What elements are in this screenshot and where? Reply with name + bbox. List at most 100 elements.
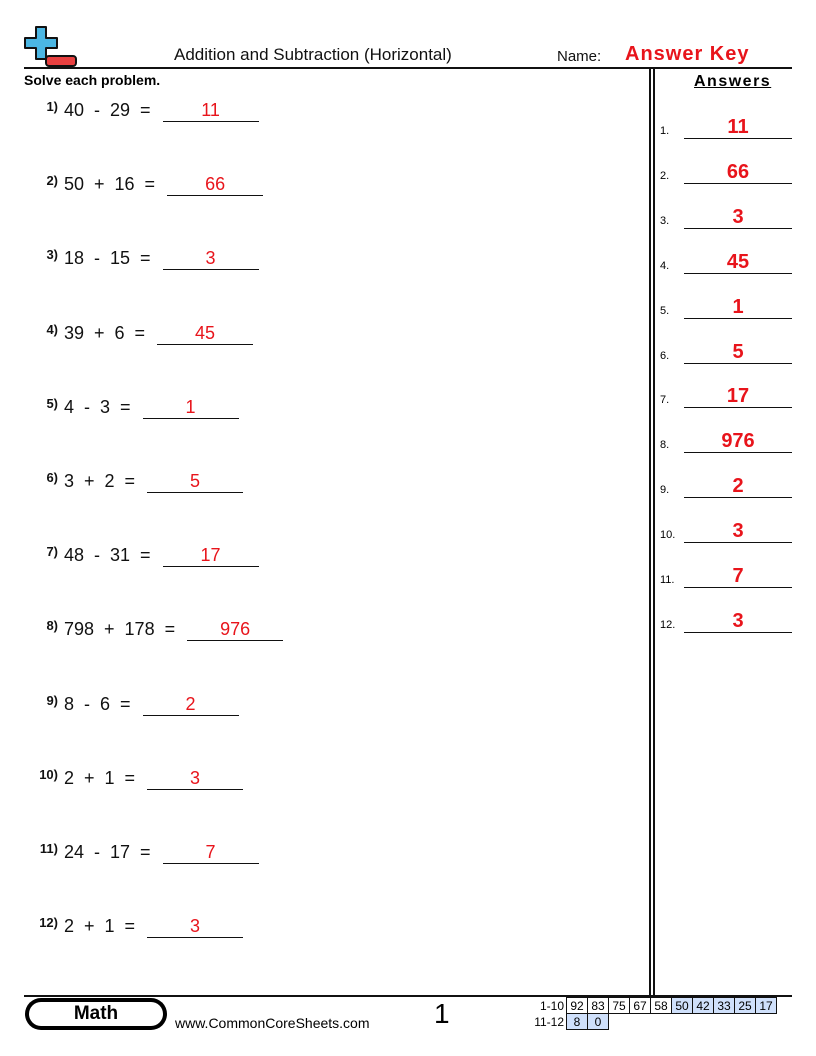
answer-value: 3 xyxy=(684,520,792,544)
subject-label: Math xyxy=(29,1002,163,1026)
problem-number: 10) xyxy=(39,766,58,782)
score-cell: 42 xyxy=(692,997,714,1014)
answer-blank[interactable]: 1 xyxy=(142,397,239,419)
score-cell: 8 xyxy=(566,1013,588,1030)
answer-key-item: 3. 3 xyxy=(660,206,792,229)
answers-title: Answers xyxy=(694,73,772,90)
answer-key-item: 7. 17 xyxy=(660,385,792,409)
header-divider xyxy=(24,67,792,69)
score-cell: 58 xyxy=(650,997,672,1014)
problem-item: 8) 798 + 178 = 976 xyxy=(24,618,284,642)
answer-key-item: 11. 7 xyxy=(660,565,792,588)
answer-key-item: 12. 3 xyxy=(660,610,792,633)
answer-number: 9. xyxy=(660,484,670,497)
problem-item: 12) 2 + 1 = 3 xyxy=(24,915,244,939)
footer-divider xyxy=(24,995,792,997)
problem-item: 5) 4 - 3 = 1 xyxy=(24,395,239,419)
answer-blank[interactable]: 976 xyxy=(187,619,284,642)
problem-expression: 48 - 31 = xyxy=(64,545,151,566)
score-row: 11-12 8 0 xyxy=(532,1013,777,1030)
problem-number: 6) xyxy=(46,470,58,485)
site-url: www.CommonCoreSheets.com xyxy=(175,1015,370,1031)
answer-number: 11. xyxy=(660,574,675,586)
answer-number: 7. xyxy=(660,394,670,407)
score-cell: 83 xyxy=(587,997,609,1014)
problem-item: 9) 8 - 6 = 2 xyxy=(24,693,239,716)
worksheet-title: Addition and Subtraction (Horizontal) xyxy=(174,45,452,64)
problem-expression: 40 - 29 = xyxy=(64,100,151,120)
answer-key-item: 6. 5 xyxy=(660,341,792,364)
answer-number: 3. xyxy=(660,214,670,227)
problem-number: 4) xyxy=(46,321,58,337)
page-number: 1 xyxy=(434,998,450,1029)
score-cell: 0 xyxy=(587,1013,609,1030)
answer-number: 12. xyxy=(660,618,676,631)
plus-minus-logo-icon xyxy=(24,26,77,67)
answer-value: 5 xyxy=(684,341,792,364)
problem-number: 7) xyxy=(46,544,58,560)
answer-blank[interactable]: 3 xyxy=(147,768,244,790)
answer-value: 17 xyxy=(684,385,792,409)
problem-item: 10) 2 + 1 = 3 xyxy=(24,766,244,790)
problem-item: 7) 48 - 31 = 17 xyxy=(24,544,259,568)
answer-value: 11 xyxy=(684,116,792,139)
answer-value: 976 xyxy=(684,430,792,454)
answer-blank[interactable]: 66 xyxy=(167,174,264,197)
answer-key-item: 10. 3 xyxy=(660,520,792,544)
answer-blank[interactable]: 3 xyxy=(147,916,244,939)
problem-number: 5) xyxy=(46,395,58,411)
answer-blank[interactable]: 5 xyxy=(147,471,244,493)
name-value: Answer Key xyxy=(625,43,750,65)
answer-value: 45 xyxy=(684,251,792,274)
answer-value: 66 xyxy=(684,161,792,184)
problem-number: 3) xyxy=(46,247,58,263)
problem-expression: 8 - 6 = xyxy=(64,693,131,714)
problem-number: 2) xyxy=(46,173,58,189)
problem-number: 11) xyxy=(39,841,58,856)
score-range-label: 11-12 xyxy=(534,1014,564,1029)
score-cell: 33 xyxy=(713,997,735,1014)
column-divider xyxy=(649,68,651,996)
score-cell: 50 xyxy=(671,997,693,1014)
answer-value: 7 xyxy=(684,565,792,588)
answer-blank[interactable]: 3 xyxy=(162,248,259,271)
answer-value: 3 xyxy=(684,610,792,633)
problem-item: 3) 18 - 15 = 3 xyxy=(24,247,259,271)
score-cell: 75 xyxy=(608,997,630,1014)
score-cell: 92 xyxy=(566,997,588,1014)
problem-expression: 18 - 15 = xyxy=(64,248,151,269)
answer-key-item: 4. 45 xyxy=(660,251,792,274)
answer-blank[interactable]: 45 xyxy=(157,323,254,345)
problem-item: 1) 40 - 29 = 11 xyxy=(24,99,259,122)
score-row: 1-10 92 83 75 67 58 50 42 33 25 17 xyxy=(532,997,777,1014)
score-cell: 17 xyxy=(755,997,777,1014)
answer-number: 2. xyxy=(660,169,670,182)
problem-expression: 798 + 178 = xyxy=(64,619,176,640)
answer-number: 6. xyxy=(660,349,670,362)
answer-number: 10. xyxy=(660,529,676,542)
name-label: Name: xyxy=(557,48,602,65)
answer-blank[interactable]: 7 xyxy=(162,842,259,864)
answer-blank[interactable]: 2 xyxy=(142,694,239,716)
answer-number: 4. xyxy=(660,259,670,272)
instructions: Solve each problem. xyxy=(24,72,161,88)
subject-badge: Math xyxy=(25,998,167,1030)
answer-key-item: 5. 1 xyxy=(660,296,792,319)
answer-value: 1 xyxy=(684,296,792,319)
problem-expression: 4 - 3 = xyxy=(64,396,131,417)
problem-expression: 50 + 16 = xyxy=(64,174,156,195)
problem-number: 8) xyxy=(46,618,58,634)
answer-blank[interactable]: 17 xyxy=(162,545,259,568)
score-table: 1-10 92 83 75 67 58 50 42 33 25 17 11-12 8 0 xyxy=(532,997,777,1030)
problem-expression: 24 - 17 = xyxy=(64,842,151,862)
answer-key-item: 1. 11 xyxy=(660,116,792,139)
score-cell: 67 xyxy=(629,997,651,1014)
answer-blank[interactable]: 11 xyxy=(162,100,259,122)
answer-key-item: 2. 66 xyxy=(660,161,792,184)
problem-expression: 2 + 1 = xyxy=(64,916,136,937)
problem-item: 11) 24 - 17 = 7 xyxy=(24,841,259,864)
score-cell: 25 xyxy=(734,997,756,1014)
answer-value: 3 xyxy=(684,206,792,229)
answer-number: 1. xyxy=(660,125,670,137)
